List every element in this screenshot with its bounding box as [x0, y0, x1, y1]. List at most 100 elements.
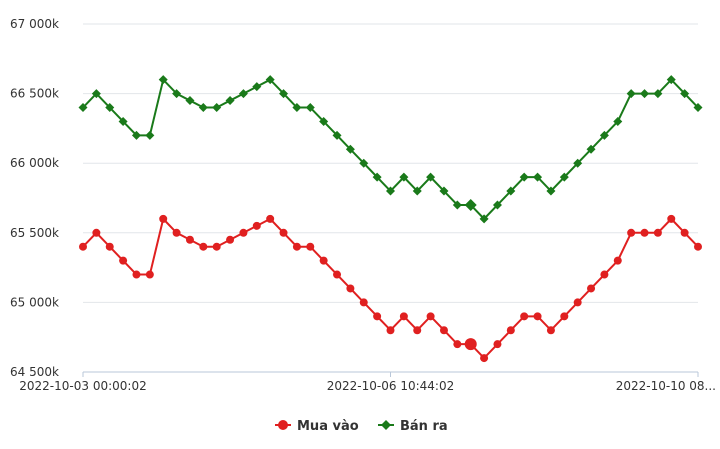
data-point[interactable]	[145, 270, 154, 279]
data-point[interactable]	[372, 172, 382, 182]
legend-item[interactable]: Mua vào	[275, 419, 359, 434]
data-point[interactable]	[573, 158, 583, 168]
data-point[interactable]	[332, 130, 342, 140]
data-point[interactable]	[345, 144, 355, 154]
data-point[interactable]	[319, 116, 329, 126]
data-point[interactable]	[172, 89, 182, 99]
data-point[interactable]	[412, 186, 422, 196]
data-point[interactable]	[480, 354, 489, 363]
data-point[interactable]	[346, 284, 355, 293]
data-point[interactable]	[185, 235, 194, 244]
data-point[interactable]	[91, 89, 101, 99]
data-point[interactable]	[333, 270, 342, 279]
data-point[interactable]	[613, 256, 622, 265]
data-point[interactable]	[373, 312, 382, 321]
data-point[interactable]	[667, 214, 676, 223]
data-point[interactable]	[386, 326, 395, 335]
legend[interactable]: Mua vào Bán ra	[275, 419, 448, 434]
data-point[interactable]	[559, 172, 569, 182]
data-point[interactable]	[105, 242, 114, 251]
legend-marker	[278, 420, 288, 430]
data-point[interactable]	[452, 200, 462, 210]
data-point[interactable]	[439, 326, 448, 335]
data-point[interactable]	[587, 284, 596, 293]
data-point[interactable]	[279, 89, 289, 99]
data-point[interactable]	[292, 242, 301, 251]
data-point[interactable]	[212, 242, 221, 251]
data-point[interactable]	[600, 270, 609, 279]
data-point[interactable]	[640, 89, 650, 99]
data-point[interactable]	[613, 116, 623, 126]
data-point[interactable]	[653, 89, 663, 99]
data-point[interactable]	[279, 228, 288, 237]
data-point[interactable]	[252, 82, 262, 92]
data-point[interactable]	[92, 228, 101, 237]
data-point[interactable]	[119, 256, 128, 265]
data-point[interactable]	[666, 75, 676, 85]
data-point[interactable]	[252, 221, 261, 230]
data-point[interactable]	[546, 186, 556, 196]
data-point[interactable]	[464, 338, 477, 351]
data-point[interactable]	[225, 96, 235, 106]
data-point[interactable]	[546, 326, 555, 335]
data-point[interactable]	[694, 242, 702, 251]
data-point[interactable]	[653, 228, 662, 237]
data-point[interactable]	[519, 172, 529, 182]
data-point[interactable]	[292, 103, 302, 113]
data-point[interactable]	[238, 89, 248, 99]
data-point[interactable]	[386, 186, 395, 196]
data-point[interactable]	[145, 130, 155, 140]
data-point[interactable]	[426, 312, 435, 321]
data-point[interactable]	[426, 172, 436, 182]
data-point[interactable]	[533, 312, 542, 321]
data-point[interactable]	[640, 228, 649, 237]
data-point[interactable]	[78, 103, 88, 113]
data-point[interactable]	[693, 103, 703, 113]
data-point[interactable]	[492, 200, 502, 210]
x-axis-ticks: 2022-10-03 00:00:02 2022-10-06 10:44:02 20…	[19, 372, 716, 393]
data-point[interactable]	[306, 242, 315, 251]
data-point[interactable]	[158, 75, 168, 85]
data-point[interactable]	[198, 103, 208, 113]
data-point[interactable]	[131, 130, 141, 140]
data-point[interactable]	[359, 158, 369, 168]
data-point[interactable]	[439, 186, 449, 196]
data-point[interactable]	[399, 172, 409, 182]
data-point[interactable]	[185, 96, 195, 106]
data-point[interactable]	[305, 103, 315, 113]
data-point[interactable]	[560, 312, 569, 321]
data-point[interactable]	[319, 256, 328, 265]
data-point[interactable]	[265, 75, 275, 85]
data-point[interactable]	[573, 298, 582, 307]
data-point[interactable]	[464, 198, 477, 211]
data-point[interactable]	[159, 214, 168, 223]
data-point[interactable]	[413, 326, 422, 335]
data-point[interactable]	[266, 214, 275, 223]
data-point[interactable]	[239, 228, 248, 237]
data-point[interactable]	[599, 130, 609, 140]
data-point[interactable]	[172, 228, 181, 237]
data-point[interactable]	[453, 340, 462, 349]
data-point[interactable]	[493, 340, 502, 349]
data-point[interactable]	[680, 228, 689, 237]
data-point[interactable]	[680, 89, 690, 99]
data-point[interactable]	[520, 312, 529, 321]
data-point[interactable]	[132, 270, 141, 279]
data-point[interactable]	[479, 214, 489, 224]
data-point[interactable]	[359, 298, 368, 307]
data-point[interactable]	[533, 172, 543, 182]
data-point[interactable]	[399, 312, 408, 321]
data-point[interactable]	[105, 103, 115, 113]
data-point[interactable]	[199, 242, 208, 251]
x-tick-label: 2022-10-03 00:00:02	[19, 379, 146, 393]
data-point[interactable]	[506, 326, 515, 335]
data-point[interactable]	[627, 228, 636, 237]
data-point[interactable]	[226, 235, 235, 244]
data-point[interactable]	[118, 116, 128, 126]
data-point[interactable]	[586, 144, 596, 154]
data-point[interactable]	[212, 103, 222, 113]
data-point[interactable]	[506, 186, 516, 196]
data-point[interactable]	[626, 89, 636, 99]
legend-item[interactable]: Bán ra	[378, 419, 448, 434]
data-point[interactable]	[79, 242, 87, 251]
